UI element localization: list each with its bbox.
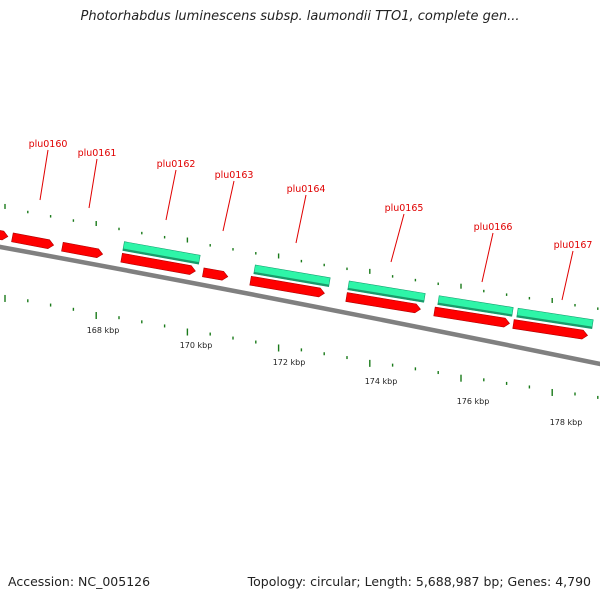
cds-arrow[interactable]	[249, 275, 325, 298]
gene-feature[interactable]	[253, 264, 331, 287]
gene-label[interactable]: plu0162	[157, 159, 196, 170]
cds-arrow[interactable]	[0, 229, 9, 241]
gene-label[interactable]: plu0165	[385, 203, 424, 214]
cds-arrow[interactable]	[512, 319, 589, 340]
scale-label: 174 kbp	[365, 377, 398, 386]
gene-feature[interactable]	[122, 241, 201, 265]
gene-leader-line	[561, 250, 574, 301]
gene-labels: plu0160 plu0161 plu0162 plu0163 plu0164 plu01…	[29, 139, 593, 301]
gene-leader-line	[165, 169, 177, 221]
scale-label: 172 kbp	[273, 358, 306, 367]
cds-arrow[interactable]	[433, 306, 510, 328]
gene-label[interactable]: plu0166	[474, 222, 513, 233]
gene-label[interactable]: plu0163	[215, 170, 254, 181]
scale-labels: 168 kbp 170 kbp 172 kbp 174 kbp 176 kbp 178 k…	[87, 326, 583, 427]
gene-feature[interactable]	[516, 307, 594, 329]
gene-leader-line	[295, 194, 307, 244]
gene-features	[0, 229, 594, 340]
gene-label[interactable]: plu0161	[78, 148, 117, 159]
scale-label: 168 kbp	[87, 326, 120, 335]
gene-label[interactable]: plu0164	[287, 184, 326, 195]
gene-leader-line	[88, 158, 98, 209]
cds-arrow[interactable]	[202, 267, 229, 281]
scale-label: 170 kbp	[180, 341, 213, 350]
gene-leader-line	[222, 180, 235, 232]
cds-arrow[interactable]	[11, 232, 55, 250]
scale-label: 176 kbp	[457, 397, 490, 406]
cds-arrow[interactable]	[345, 292, 421, 314]
scale-label: 178 kbp	[550, 418, 583, 427]
cds-arrow[interactable]	[61, 241, 104, 259]
accession-label: Accession: NC_005126	[8, 574, 151, 589]
map-title: Photorhabdus luminescens subsp. laumondi…	[80, 9, 520, 24]
gene-feature[interactable]	[437, 295, 514, 317]
tick-marks	[4, 203, 599, 399]
gene-leader-line	[481, 232, 494, 283]
cds-arrow[interactable]	[120, 252, 196, 275]
gene-label[interactable]: plu0160	[29, 139, 68, 150]
gene-leader-line	[39, 149, 49, 201]
genome-backbone	[0, 244, 600, 367]
genome-summary: Topology: circular; Length: 5,688,987 bp…	[247, 574, 591, 589]
gene-leader-line	[390, 213, 405, 263]
gene-label[interactable]: plu0167	[554, 240, 593, 251]
gene-feature[interactable]	[347, 280, 426, 303]
